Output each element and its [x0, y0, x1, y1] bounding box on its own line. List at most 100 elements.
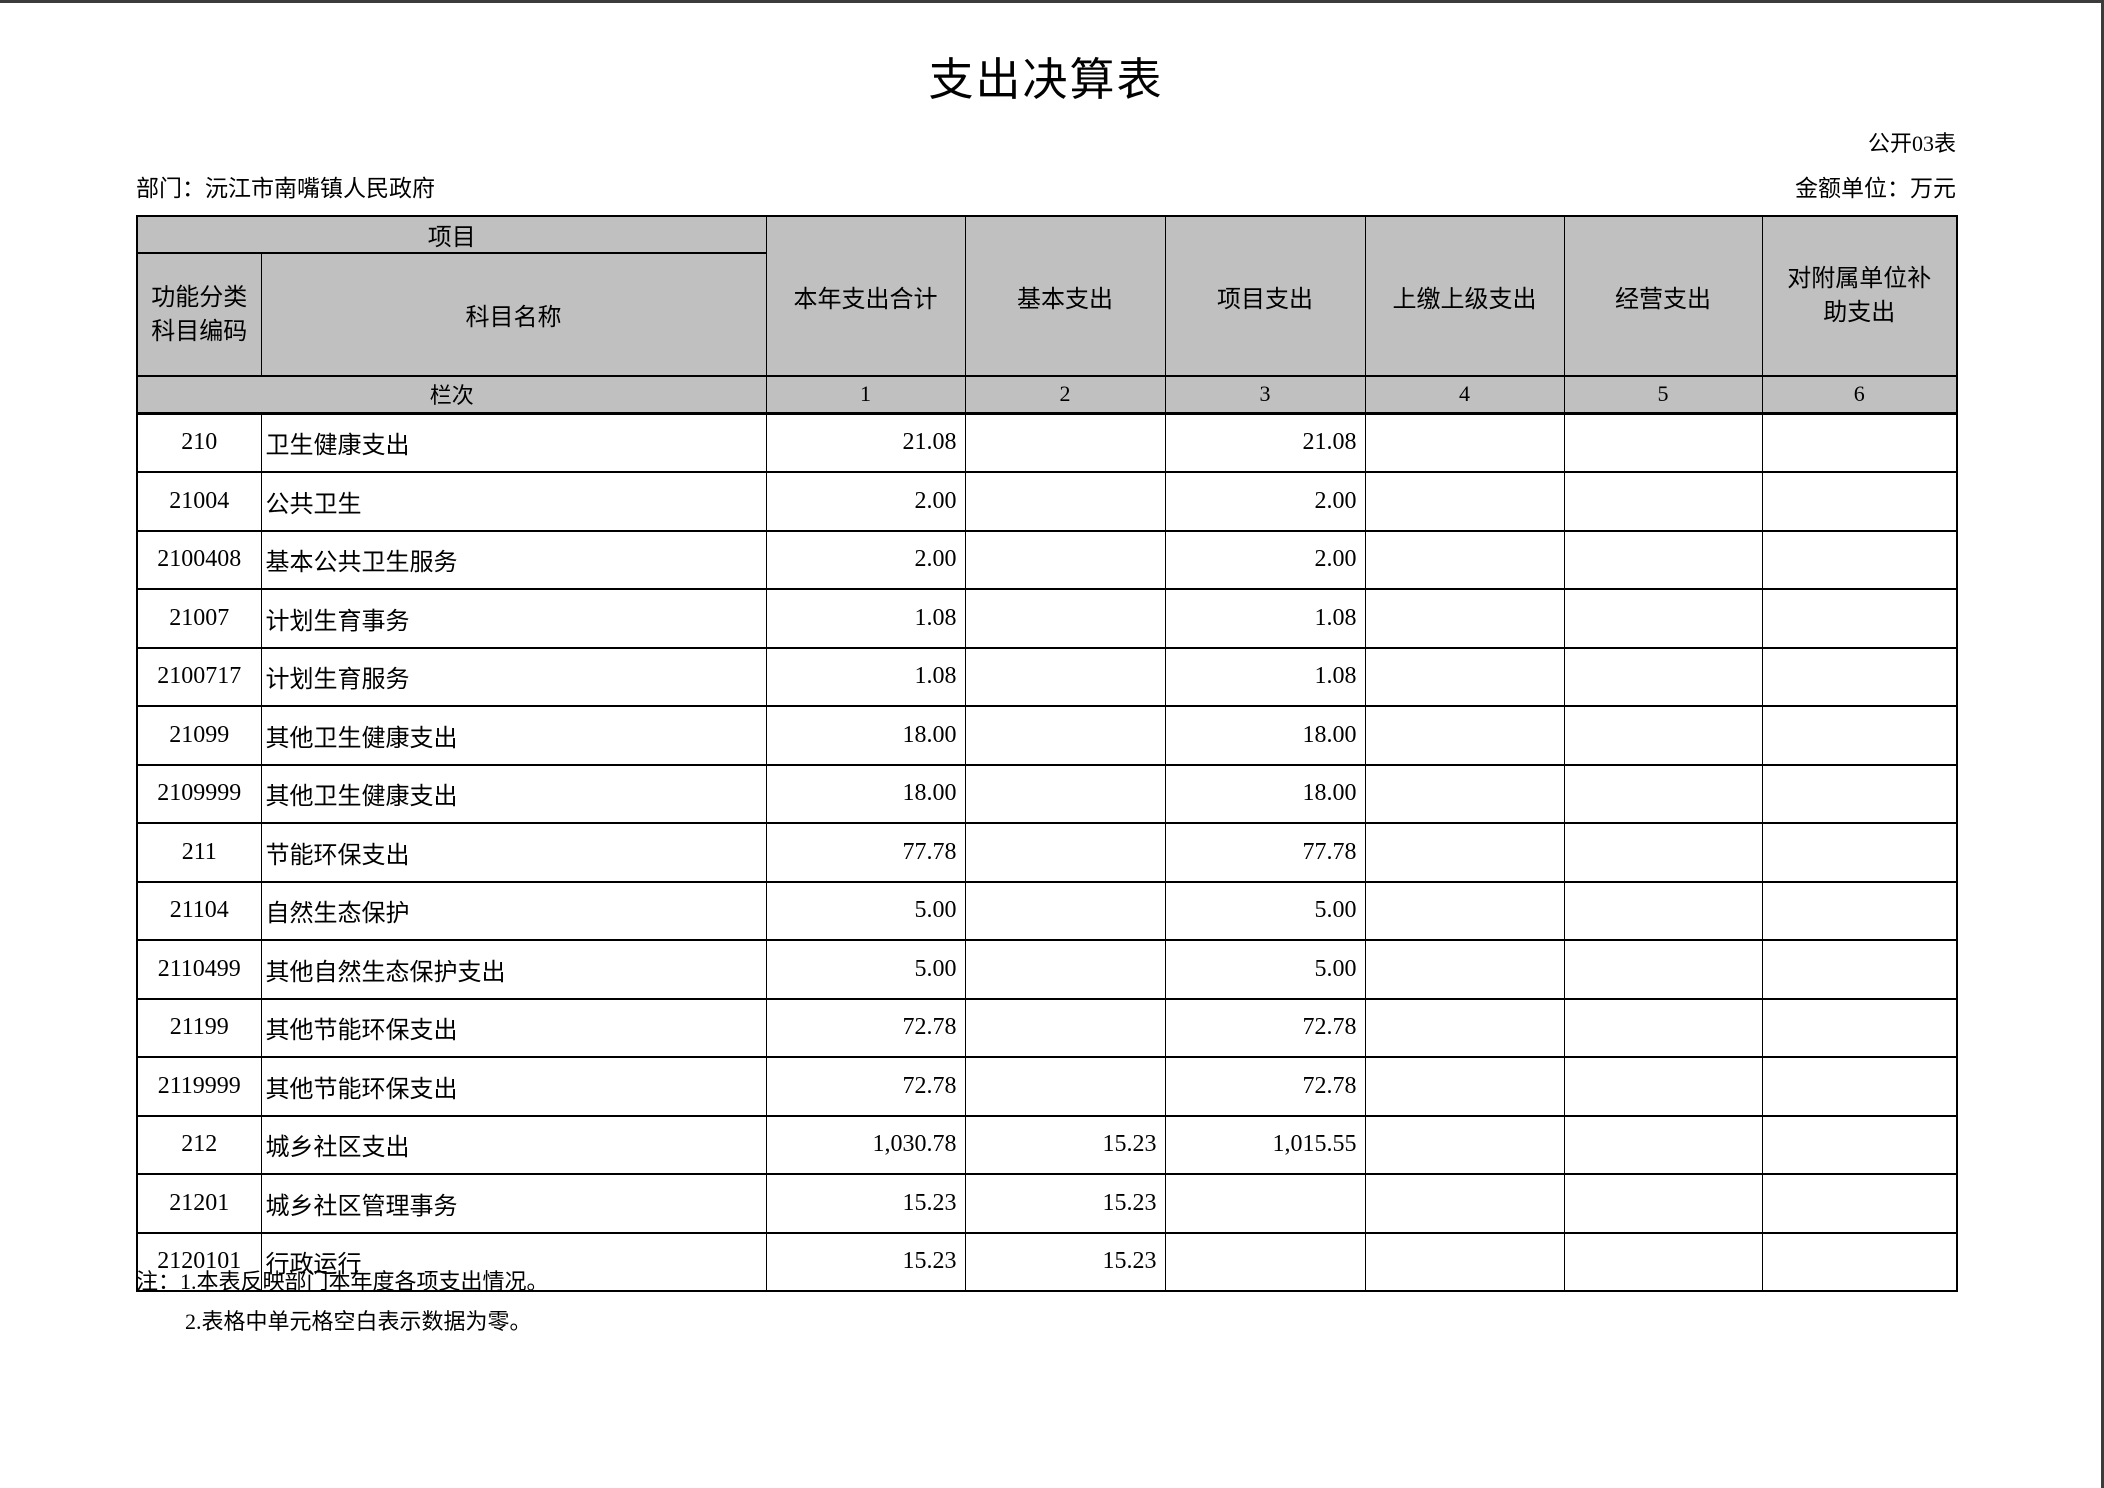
subject-name-cell: 计划生育事务	[260, 588, 767, 649]
value-cell-col1: 18.00	[765, 705, 966, 766]
value-cell-col1: 5.00	[765, 880, 966, 941]
value-cell-col1: 77.78	[765, 822, 966, 883]
value-cell-col2	[964, 1056, 1166, 1117]
value-cell-col5	[1563, 1173, 1763, 1234]
value-cell-col1: 1.08	[765, 646, 966, 707]
subject-name-cell: 自然生态保护	[260, 880, 767, 941]
column-number-6: 6	[1761, 375, 1958, 415]
value-cell-col2	[964, 705, 1166, 766]
value-cell-col1: 1.08	[765, 588, 966, 649]
value-cell-col3: 1.08	[1164, 588, 1366, 649]
department-label: 部门：沅江市南嘴镇人民政府	[136, 176, 435, 201]
table-row: 21199 其他节能环保支出 72.78 72.78	[136, 997, 1958, 1058]
table-row: 2100408 基本公共卫生服务 2.00 2.00	[136, 529, 1958, 590]
table-row: 21104 自然生态保护 5.00 5.00	[136, 880, 1958, 941]
value-cell-col2	[964, 763, 1166, 824]
note-line-2: 2.表格中单元格空白表示数据为零。	[185, 1309, 532, 1334]
value-cell-col4	[1364, 1056, 1565, 1117]
header-col-subsidy-text: 对附属单位补助支出	[1787, 266, 1932, 326]
value-cell-col6	[1761, 1056, 1958, 1117]
table-row: 21201 城乡社区管理事务 15.23 15.23	[136, 1173, 1958, 1234]
value-cell-col6	[1761, 646, 1958, 707]
subject-name-cell: 行政运行	[260, 1231, 767, 1292]
value-cell-col6	[1761, 1173, 1958, 1234]
value-cell-col5	[1563, 822, 1763, 883]
value-cell-col6	[1761, 705, 1958, 766]
header-col-subsidy: 对附属单位补助支出	[1761, 215, 1958, 377]
subject-name-cell: 其他节能环保支出	[260, 997, 767, 1058]
value-cell-col6	[1761, 1231, 1958, 1292]
value-cell-col5	[1563, 588, 1763, 649]
note-line-1: 注：1.本表反映部门本年度各项支出情况。	[136, 1269, 549, 1294]
value-cell-col4	[1364, 880, 1565, 941]
value-cell-col2	[964, 412, 1166, 473]
value-cell-col1: 72.78	[765, 1056, 966, 1117]
value-cell-col6	[1761, 997, 1958, 1058]
value-cell-col4	[1364, 1173, 1565, 1234]
value-cell-col4	[1364, 588, 1565, 649]
value-cell-col6	[1761, 588, 1958, 649]
expenditure-table: 项目 本年支出合计 基本支出 项目支出 上缴上级支出 经营支出 对附属单位补助支…	[136, 215, 1958, 1292]
table-body: 210 卫生健康支出 21.08 21.08 21004 公共卫生 2.00 2.00 2100…	[136, 412, 1958, 1292]
value-cell-col2	[964, 646, 1166, 707]
value-cell-col1: 2.00	[765, 529, 966, 590]
value-cell-col1: 15.23	[765, 1173, 966, 1234]
table-row: 2120101 行政运行 15.23 15.23	[136, 1231, 1958, 1292]
value-cell-col1: 2.00	[765, 471, 966, 532]
value-cell-col2	[964, 939, 1166, 1000]
value-cell-col3	[1164, 1173, 1366, 1234]
value-cell-col3: 72.78	[1164, 1056, 1366, 1117]
subject-name-cell: 基本公共卫生服务	[260, 529, 767, 590]
code-cell: 2100717	[136, 646, 262, 707]
value-cell-col3: 5.00	[1164, 939, 1366, 1000]
table-row: 2110499 其他自然生态保护支出 5.00 5.00	[136, 939, 1958, 1000]
value-cell-col4	[1364, 1231, 1565, 1292]
code-cell: 21004	[136, 471, 262, 532]
header-function-code-line1: 功能分类	[151, 284, 248, 311]
value-cell-col5	[1563, 646, 1763, 707]
value-cell-col5	[1563, 880, 1763, 941]
value-cell-col1: 72.78	[765, 997, 966, 1058]
value-cell-col3: 2.00	[1164, 529, 1366, 590]
subject-name-cell: 公共卫生	[260, 471, 767, 532]
table-row: 2100717 计划生育服务 1.08 1.08	[136, 646, 1958, 707]
value-cell-col5	[1563, 1056, 1763, 1117]
value-cell-col3: 77.78	[1164, 822, 1366, 883]
header-project-group: 项目	[136, 215, 767, 254]
table-row: 211 节能环保支出 77.78 77.78	[136, 822, 1958, 883]
value-cell-col2	[964, 997, 1166, 1058]
value-cell-col2: 15.23	[964, 1173, 1166, 1234]
header-col-basic: 基本支出	[964, 215, 1166, 377]
value-cell-col1: 18.00	[765, 763, 966, 824]
subject-name-cell: 城乡社区管理事务	[260, 1173, 767, 1234]
value-cell-col1: 1,030.78	[765, 1114, 966, 1175]
table-code-label: 公开03表	[1867, 131, 1956, 156]
value-cell-col2	[964, 471, 1166, 532]
unit-label: 金额单位：万元	[1795, 176, 1956, 201]
code-cell: 210	[136, 412, 262, 473]
value-cell-col4	[1364, 1114, 1565, 1175]
page-title: 支出决算表	[928, 55, 1164, 105]
table-row: 21099 其他卫生健康支出 18.00 18.00	[136, 705, 1958, 766]
value-cell-col2: 15.23	[964, 1114, 1166, 1175]
value-cell-col6	[1761, 939, 1958, 1000]
header-row-group: 项目 本年支出合计 基本支出 项目支出 上缴上级支出 经营支出 对附属单位补助支…	[136, 215, 1958, 377]
value-cell-col4	[1364, 939, 1565, 1000]
header-col-total: 本年支出合计	[765, 215, 966, 377]
value-cell-col3: 21.08	[1164, 412, 1366, 473]
table-row: 212 城乡社区支出 1,030.78 15.23 1,015.55	[136, 1114, 1958, 1175]
subject-name-cell: 其他节能环保支出	[260, 1056, 767, 1117]
value-cell-col5	[1563, 997, 1763, 1058]
table-row: 21004 公共卫生 2.00 2.00	[136, 471, 1958, 532]
value-cell-col1: 21.08	[765, 412, 966, 473]
value-cell-col5	[1563, 939, 1763, 1000]
subject-name-cell: 卫生健康支出	[260, 412, 767, 473]
code-cell: 21199	[136, 997, 262, 1058]
value-cell-col6	[1761, 471, 1958, 532]
value-cell-col3: 1,015.55	[1164, 1114, 1366, 1175]
subject-name-cell: 节能环保支出	[260, 822, 767, 883]
subject-name-cell: 其他自然生态保护支出	[260, 939, 767, 1000]
value-cell-col2	[964, 588, 1166, 649]
column-number-1: 1	[765, 375, 966, 415]
